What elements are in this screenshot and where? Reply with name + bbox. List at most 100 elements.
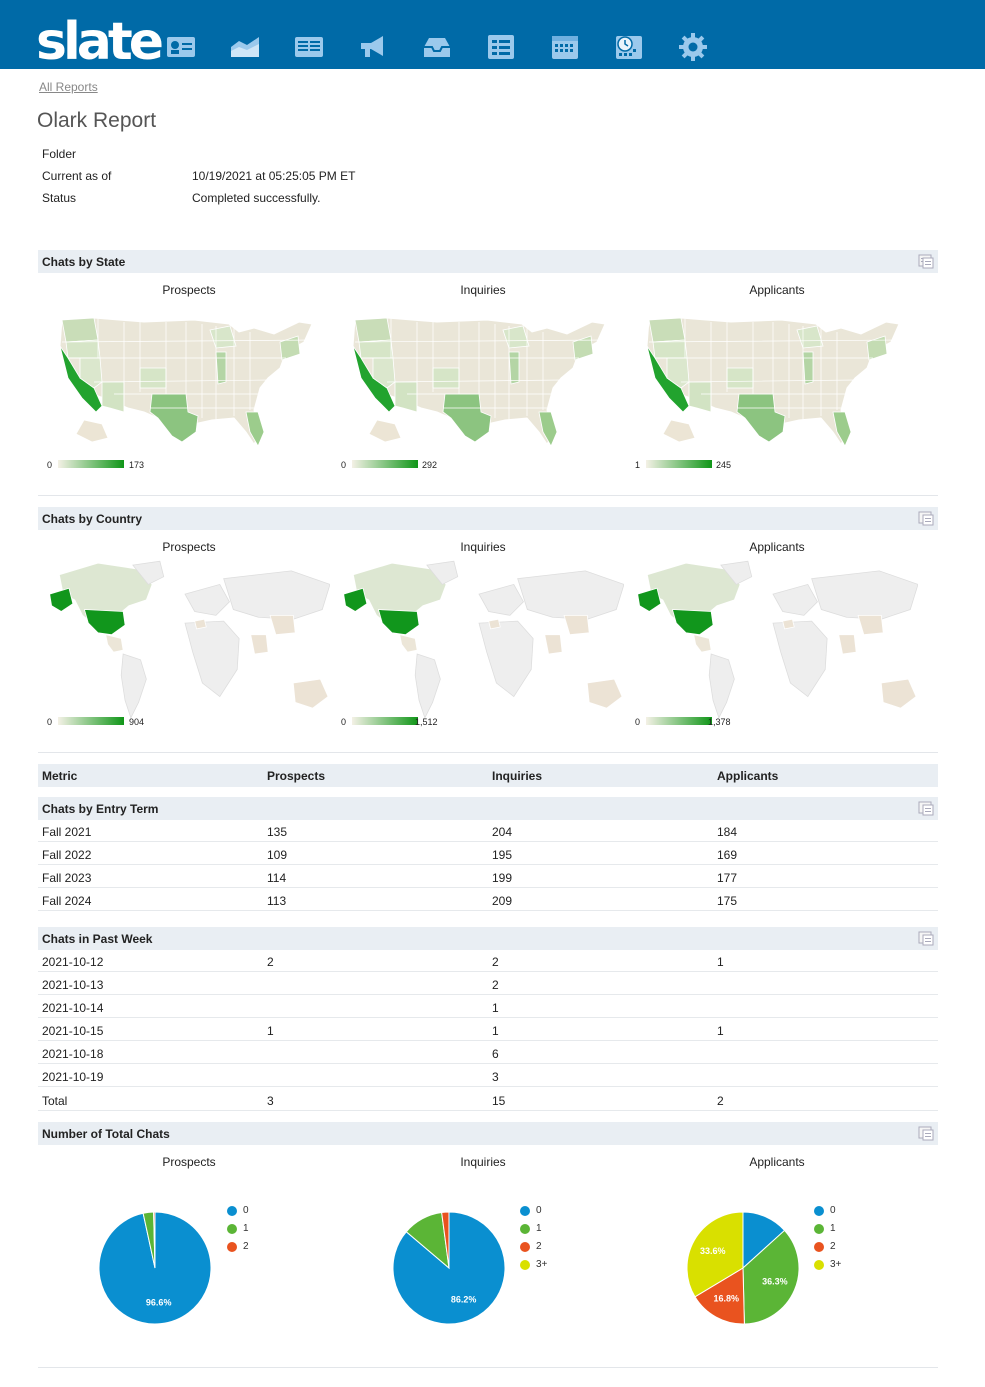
legend-item-1: 1	[814, 1223, 836, 1234]
state-map-inquiries	[352, 317, 608, 447]
pie-slice-2[interactable]	[694, 1267, 745, 1325]
table-cell: 2	[492, 955, 499, 969]
forms-icon[interactable]	[293, 31, 325, 63]
scheduler-icon[interactable]	[613, 31, 645, 63]
divider	[38, 752, 938, 753]
country-legend-max-prospects: 904	[129, 717, 145, 727]
table-cell: 113	[267, 894, 287, 908]
total-cell: 15	[492, 1094, 506, 1108]
meta-label-status: Status	[42, 191, 77, 205]
pie-slice-3+[interactable]	[686, 1211, 744, 1298]
table-cell: 114	[267, 871, 287, 885]
section-title: Chats by State	[42, 255, 126, 269]
pie-slice-1[interactable]	[742, 1229, 800, 1325]
row-divider	[38, 841, 938, 842]
inbox-icon[interactable]	[421, 31, 453, 63]
legend-item-0: 0	[227, 1205, 249, 1216]
legend-item-0: 0	[814, 1205, 836, 1216]
records-icon[interactable]	[165, 31, 197, 63]
country-legend-bar	[352, 717, 418, 725]
top-navigation-bar: slate	[0, 0, 985, 72]
row-divider	[38, 910, 938, 911]
insights-icon[interactable]	[229, 31, 261, 63]
section-title: Chats in Past Week	[42, 932, 153, 946]
state-legend-max-applicants: 245	[716, 460, 732, 470]
pie-data-label: 86.2%	[451, 1295, 477, 1305]
page-title: Olark Report	[37, 109, 157, 132]
legend-label: 0	[830, 1205, 836, 1216]
export-icon[interactable]	[918, 254, 934, 269]
legend-item-2: 2	[520, 1241, 542, 1252]
slate-logo[interactable]: slate	[36, 12, 164, 72]
table-cell: 175	[717, 894, 738, 908]
section-header-country: Chats by Country	[38, 507, 938, 530]
state-legend-max-inquiries: 292	[422, 460, 438, 470]
table-cell: 2	[492, 978, 499, 992]
legend-item-3+: 3+	[814, 1259, 841, 1270]
section-title: Number of Total Chats	[42, 1127, 170, 1141]
section-header-past-week: Chats in Past Week	[38, 927, 938, 950]
legend-dot	[814, 1205, 824, 1216]
events-icon[interactable]	[549, 31, 581, 63]
country-legend-max-inquiries: 1,512	[415, 717, 438, 727]
section-header-entry-term: Chats by Entry Term	[38, 797, 938, 820]
legend-item-1: 1	[520, 1223, 542, 1234]
legend-item-2: 2	[814, 1241, 836, 1252]
queries-icon[interactable]	[485, 31, 517, 63]
state-legend-bar	[58, 460, 124, 468]
pie-col-applicants: Applicants	[749, 1155, 805, 1169]
header-prospects: Prospects	[267, 769, 326, 783]
row-label: 2021-10-12	[42, 955, 104, 969]
meta-label-current-as-of: Current as of	[42, 169, 112, 183]
export-icon[interactable]	[918, 801, 934, 816]
pie-slice-2[interactable]	[441, 1211, 450, 1269]
country-legend-min-applicants: 0	[635, 717, 641, 727]
country-legend-bar	[58, 717, 124, 725]
pie-col-prospects: Prospects	[162, 1155, 216, 1169]
legend-item-2: 2	[227, 1241, 249, 1252]
legend-label: 2	[830, 1241, 836, 1252]
legend-label: 3+	[536, 1259, 548, 1270]
legend-item-1: 1	[227, 1223, 249, 1234]
state-legend-bar	[646, 460, 712, 468]
table-cell: 1	[717, 1024, 724, 1038]
divider	[38, 1367, 938, 1368]
legend-label: 1	[830, 1223, 836, 1234]
row-label: 2021-10-15	[42, 1024, 104, 1038]
all-reports-link[interactable]: All Reports	[39, 80, 98, 94]
section-title: Chats by Entry Term	[42, 802, 159, 816]
table-cell: 135	[267, 825, 288, 839]
legend-item-0: 0	[520, 1205, 542, 1216]
table-cell: 109	[267, 848, 288, 862]
legend-label: 3+	[830, 1259, 842, 1270]
pie-slice-2[interactable]	[153, 1211, 156, 1269]
export-icon[interactable]	[918, 1126, 934, 1141]
legend-dot	[227, 1223, 237, 1234]
country-legend-bar	[646, 717, 712, 725]
header-applicants: Applicants	[717, 769, 779, 783]
legend-dot	[520, 1205, 530, 1216]
legend-dot	[227, 1205, 237, 1216]
table-cell: 184	[717, 825, 738, 839]
legend-label: 0	[243, 1205, 249, 1216]
row-divider	[38, 1017, 938, 1018]
table-cell: 177	[717, 871, 738, 885]
table-cell: 1	[492, 1024, 499, 1038]
divider	[38, 495, 938, 496]
state-col-applicants: Applicants	[749, 283, 805, 297]
state-legend-min-applicants: 1	[635, 460, 641, 470]
row-label: Fall 2024	[42, 894, 92, 908]
pie-data-label: 16.8%	[714, 1293, 740, 1303]
export-icon[interactable]	[918, 931, 934, 946]
section-title: Chats by Country	[42, 512, 143, 526]
export-icon[interactable]	[918, 511, 934, 526]
row-divider	[38, 1110, 938, 1111]
deliver-icon[interactable]	[357, 31, 389, 63]
row-divider	[38, 994, 938, 995]
table-header-row: Metric Prospects Inquiries Applicants	[38, 764, 938, 787]
country-map-prospects	[49, 560, 330, 719]
row-divider	[38, 971, 938, 972]
table-cell: 3	[492, 1070, 499, 1084]
table-cell: 1	[492, 1001, 499, 1015]
settings-icon[interactable]	[677, 31, 709, 63]
